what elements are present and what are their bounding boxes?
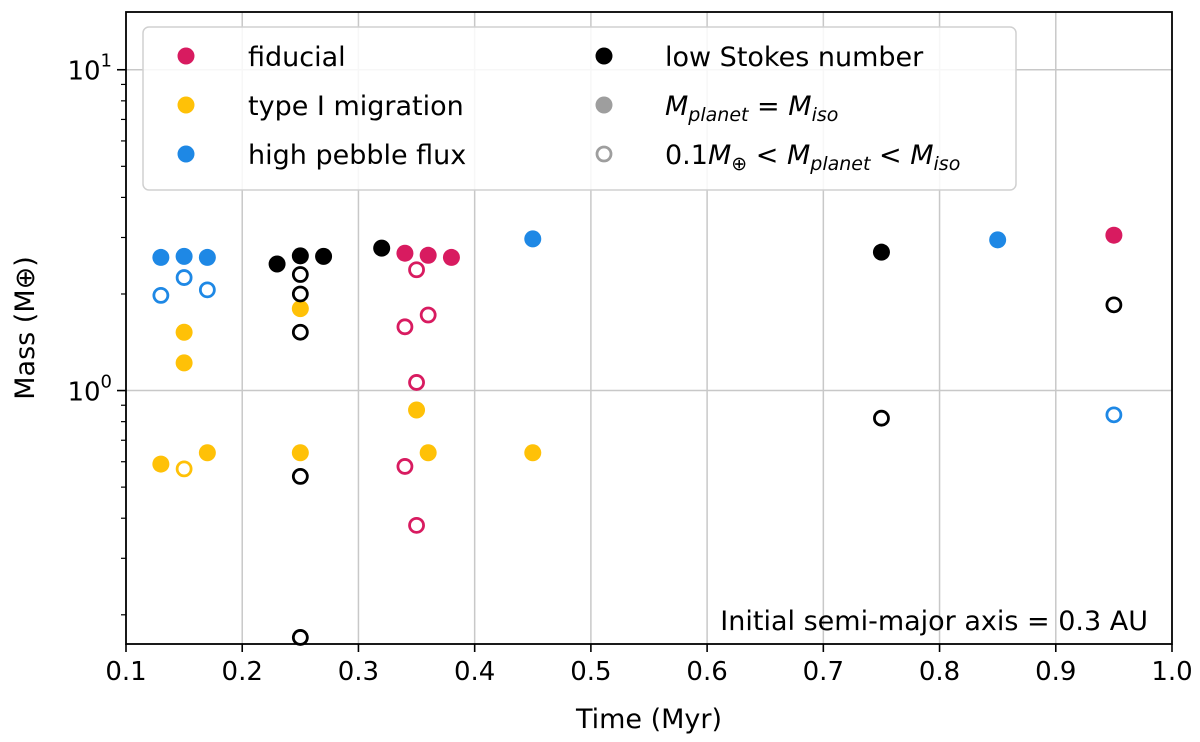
- legend: fiducial type I migration high pebble fl…: [142, 26, 1017, 191]
- point-type-i-migration-filled: [175, 354, 193, 372]
- point-high-pebble-flux-open: [1105, 406, 1123, 424]
- plot-frame: [125, 11, 1173, 645]
- point-high-pebble-flux-filled: [152, 248, 170, 266]
- point-low-stokes-number-filled: [872, 243, 890, 261]
- point-type-i-migration-filled: [408, 401, 426, 419]
- x-tick-label: 0.1: [105, 657, 146, 687]
- point-fiducial-filled: [419, 246, 437, 264]
- legend-label-type-i-migration: type I migration: [248, 91, 464, 122]
- point-low-stokes-number-open: [291, 285, 309, 303]
- x-tick-label: 0.9: [1035, 657, 1076, 687]
- point-fiducial-open: [408, 374, 425, 391]
- point-type-i-migration-filled: [419, 444, 437, 462]
- point-low-stokes-number-filled: [315, 247, 333, 265]
- x-tick-label: 0.2: [222, 657, 263, 687]
- point-fiducial-filled: [1105, 226, 1123, 244]
- legend-marker-type-i-migration: [177, 96, 195, 114]
- point-low-stokes-number-filled: [291, 247, 309, 265]
- point-high-pebble-flux-filled: [175, 247, 193, 265]
- point-high-pebble-flux-filled: [198, 248, 216, 266]
- point-high-pebble-flux-open: [152, 286, 170, 304]
- point-low-stokes-number-filled: [268, 255, 286, 273]
- legend-marker-fiducial: [177, 47, 195, 65]
- y-axis-label: Mass (M⊕): [10, 256, 41, 400]
- point-type-i-migration-filled: [175, 323, 193, 341]
- point-type-i-migration-filled: [152, 455, 170, 473]
- point-type-i-migration-filled: [524, 444, 542, 462]
- legend-label-low-stokes-number: low Stokes number: [665, 42, 924, 73]
- x-tick-label: 0.6: [686, 657, 727, 687]
- point-fiducial-filled: [396, 244, 414, 262]
- point-fiducial-open: [408, 261, 425, 279]
- data-points: [152, 226, 1123, 646]
- point-high-pebble-flux-open: [175, 269, 193, 286]
- annotation-initial-semi-major-axis: Initial semi-major axis = 0.3 AU: [720, 606, 1148, 637]
- point-fiducial-open: [408, 516, 425, 534]
- legend-label-fiducial: fiducial: [248, 42, 346, 73]
- x-tick-label: 0.7: [803, 657, 844, 687]
- legend-box: [142, 26, 1017, 191]
- point-high-pebble-flux-filled: [989, 231, 1007, 249]
- point-low-stokes-number-open: [291, 266, 309, 283]
- point-type-i-migration-open: [175, 460, 193, 478]
- point-low-stokes-number-open: [1105, 296, 1123, 314]
- x-axis-label: Time (Myr): [575, 704, 722, 735]
- point-low-stokes-number-open: [873, 409, 890, 427]
- x-tick-label: 0.3: [338, 657, 379, 687]
- x-tick-label: 1.0: [1151, 657, 1192, 687]
- point-type-i-migration-filled: [291, 300, 309, 318]
- point-type-i-migration-filled: [198, 444, 216, 462]
- axis-ticks: 0.1 0.2 0.3 0.4 0.5 0.6 0.7 0.8 0.9 1.0 100 101: [67, 51, 1192, 687]
- point-high-pebble-flux-filled: [524, 230, 542, 248]
- point-fiducial-open: [419, 306, 437, 324]
- legend-label-below-isolation: 0.1M⊕ < Mplanet < Miso: [665, 140, 960, 175]
- legend-marker-high-pebble-flux: [177, 145, 195, 163]
- point-type-i-migration-filled: [291, 444, 309, 462]
- point-fiducial-open: [396, 318, 414, 336]
- point-low-stokes-number-open: [291, 468, 309, 485]
- legend-label-high-pebble-flux: high pebble flux: [248, 140, 466, 171]
- y-tick-label: 101: [67, 51, 112, 87]
- legend-label-isolation-mass: Mplanet = Miso: [665, 91, 838, 126]
- y-tick-label: 100: [67, 372, 112, 408]
- point-fiducial-open: [396, 458, 414, 475]
- point-low-stokes-number-filled: [373, 239, 391, 257]
- x-tick-label: 0.4: [454, 657, 495, 687]
- legend-marker-open-below-isolation: [595, 145, 613, 163]
- legend-marker-low-stokes-number: [595, 47, 613, 65]
- point-low-stokes-number-open: [291, 323, 309, 341]
- point-high-pebble-flux-open: [198, 281, 216, 299]
- x-tick-label: 0.5: [570, 657, 611, 687]
- point-fiducial-filled: [442, 248, 460, 266]
- x-tick-label: 0.8: [919, 657, 960, 687]
- legend-marker-filled-isolation: [595, 96, 613, 114]
